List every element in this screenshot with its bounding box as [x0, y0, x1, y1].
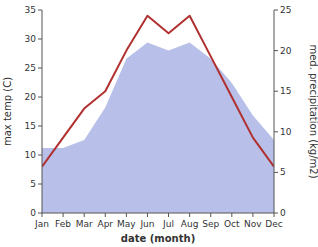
x-tick	[189, 213, 190, 217]
y-tick-label: 25	[25, 63, 36, 73]
x-tick-label: Jul	[162, 219, 174, 229]
x-tick-label: Dec	[265, 219, 282, 229]
x-tick-label: Jan	[34, 219, 49, 229]
y2-tick	[274, 172, 278, 173]
y-tick	[38, 213, 42, 214]
y-tick-label: 30	[25, 34, 37, 44]
y2-tick	[274, 50, 278, 51]
x-tick	[42, 213, 43, 217]
y-tick-label: 5	[30, 179, 36, 189]
y-axis-line	[42, 10, 43, 213]
y-tick-label: 20	[25, 92, 37, 102]
y2-tick-label: 25	[280, 5, 291, 15]
x-tick	[274, 213, 275, 217]
x-tick	[210, 213, 211, 217]
x-tick	[252, 213, 253, 217]
y2-tick-label: 5	[280, 167, 286, 177]
y-tick-label: 0	[30, 208, 36, 218]
y2-tick-label: 20	[280, 46, 292, 56]
x-tick	[105, 213, 106, 217]
x-tick	[147, 213, 148, 217]
chart: 051015202530350510152025JanFebMarAprMayJ…	[0, 0, 318, 247]
x-tick-label: Apr	[97, 219, 113, 229]
y2-tick	[274, 10, 278, 11]
y-axis-label: max temp (C)	[2, 77, 13, 146]
x-tick-label: Mar	[76, 219, 93, 229]
x-tick-label: May	[117, 219, 136, 229]
x-tick	[126, 213, 127, 217]
y-tick-label: 35	[25, 5, 36, 15]
x-tick	[63, 213, 64, 217]
x-axis-line	[42, 213, 274, 214]
x-tick-label: Nov	[244, 219, 262, 229]
y-tick	[38, 97, 42, 98]
plot-area	[42, 16, 274, 213]
y-tick	[38, 126, 42, 127]
y-tick	[38, 184, 42, 185]
y-tick	[38, 155, 42, 156]
x-tick-label: Sep	[202, 219, 219, 229]
x-tick	[168, 213, 169, 217]
x-axis-label: date (month)	[121, 233, 195, 244]
x-tick-label: Feb	[55, 219, 71, 229]
y2-tick	[274, 91, 278, 92]
x-tick	[84, 213, 85, 217]
y-tick-label: 10	[25, 150, 37, 160]
temperature-line	[42, 16, 274, 167]
x-tick-label: Oct	[224, 219, 240, 229]
y2-tick	[274, 213, 278, 214]
y2-axis-line	[274, 10, 275, 213]
y2-tick	[274, 131, 278, 132]
y2-axis-label: med. precipitation (kg/m2)	[308, 44, 318, 178]
x-tick	[231, 213, 232, 217]
y-tick-label: 15	[25, 121, 36, 131]
x-tick-label: Aug	[181, 219, 199, 229]
y-tick	[38, 39, 42, 40]
y2-tick-label: 0	[280, 208, 286, 218]
y-tick	[38, 68, 42, 69]
y2-tick-label: 10	[280, 127, 292, 137]
y-tick	[38, 10, 42, 11]
x-tick-label: Jun	[139, 219, 154, 229]
y2-tick-label: 15	[280, 86, 291, 96]
precipitation-area	[42, 42, 274, 213]
